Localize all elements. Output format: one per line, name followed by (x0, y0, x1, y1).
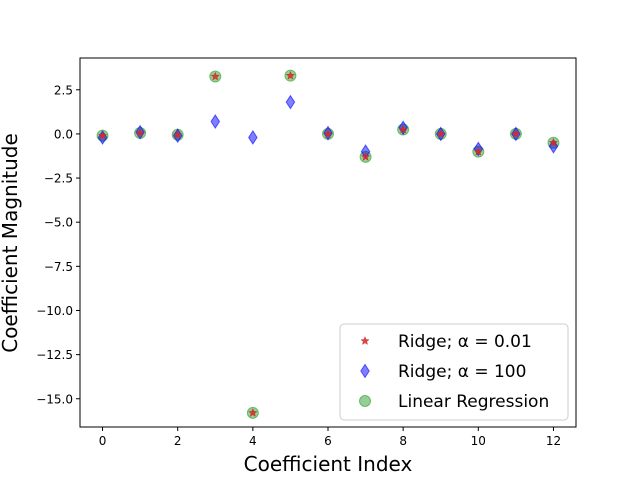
point-diamond-4 (248, 130, 258, 145)
x-axis-label: Coefficient Index (244, 452, 413, 476)
point-star-6 (323, 129, 333, 138)
point-diamond-12 (548, 138, 559, 154)
x-tick-label: 10 (471, 434, 486, 448)
point-star-7 (360, 151, 371, 161)
y-tick-label: −7.5 (44, 260, 73, 274)
point-diamond-3 (210, 114, 221, 129)
y-tick-label: −10.0 (36, 304, 73, 318)
legend-label: Linear Regression (398, 392, 549, 412)
point-star-3 (210, 71, 220, 81)
point-star-2 (173, 129, 183, 139)
plot-area (96, 69, 560, 419)
point-star-8 (398, 124, 408, 134)
y-axis-label: Coefficient Magnitude (0, 133, 22, 353)
point-star-12 (548, 137, 559, 147)
legend-marker-diamond (360, 363, 370, 379)
point-star-10 (473, 146, 483, 156)
point-star-1 (135, 128, 145, 137)
y-tick-label: 0.0 (54, 127, 73, 141)
legend-box (339, 323, 569, 421)
legend: Ridge; α = 0.01 Ridge; α = 100 Linear Regr… (339, 323, 569, 421)
point-star-11 (511, 129, 521, 138)
point-diamond-5 (285, 94, 296, 110)
legend-label: Ridge; α = 100 (398, 362, 526, 382)
x-tick-label: 8 (399, 434, 407, 448)
x-tick-label: 0 (99, 434, 107, 448)
point-star-0 (97, 130, 108, 140)
y-tick-label: −5.0 (44, 216, 73, 230)
y-tick-label: 2.5 (54, 83, 73, 97)
point-star-5 (285, 70, 296, 80)
y-tick-label: −2.5 (44, 172, 73, 186)
y-tick-label: −15.0 (36, 392, 73, 406)
legend-label: Ridge; α = 0.01 (398, 332, 532, 352)
x-tick-label: 6 (324, 434, 332, 448)
point-star-9 (436, 129, 446, 138)
x-tick-label: 4 (249, 434, 257, 448)
point-star-4 (248, 407, 258, 417)
y-tick-label: −12.5 (36, 348, 73, 362)
legend-marker-circle (359, 395, 371, 407)
series-star (97, 70, 559, 417)
legend-marker-star (360, 336, 370, 345)
axes: 0 2 4 6 8 10 12 2.5 0.0 −2.5 −5.0 −7.5 −10.0 −12.5 −15… (36, 57, 577, 448)
x-tick-label: 2 (174, 434, 182, 448)
x-tick-label: 12 (546, 434, 561, 448)
